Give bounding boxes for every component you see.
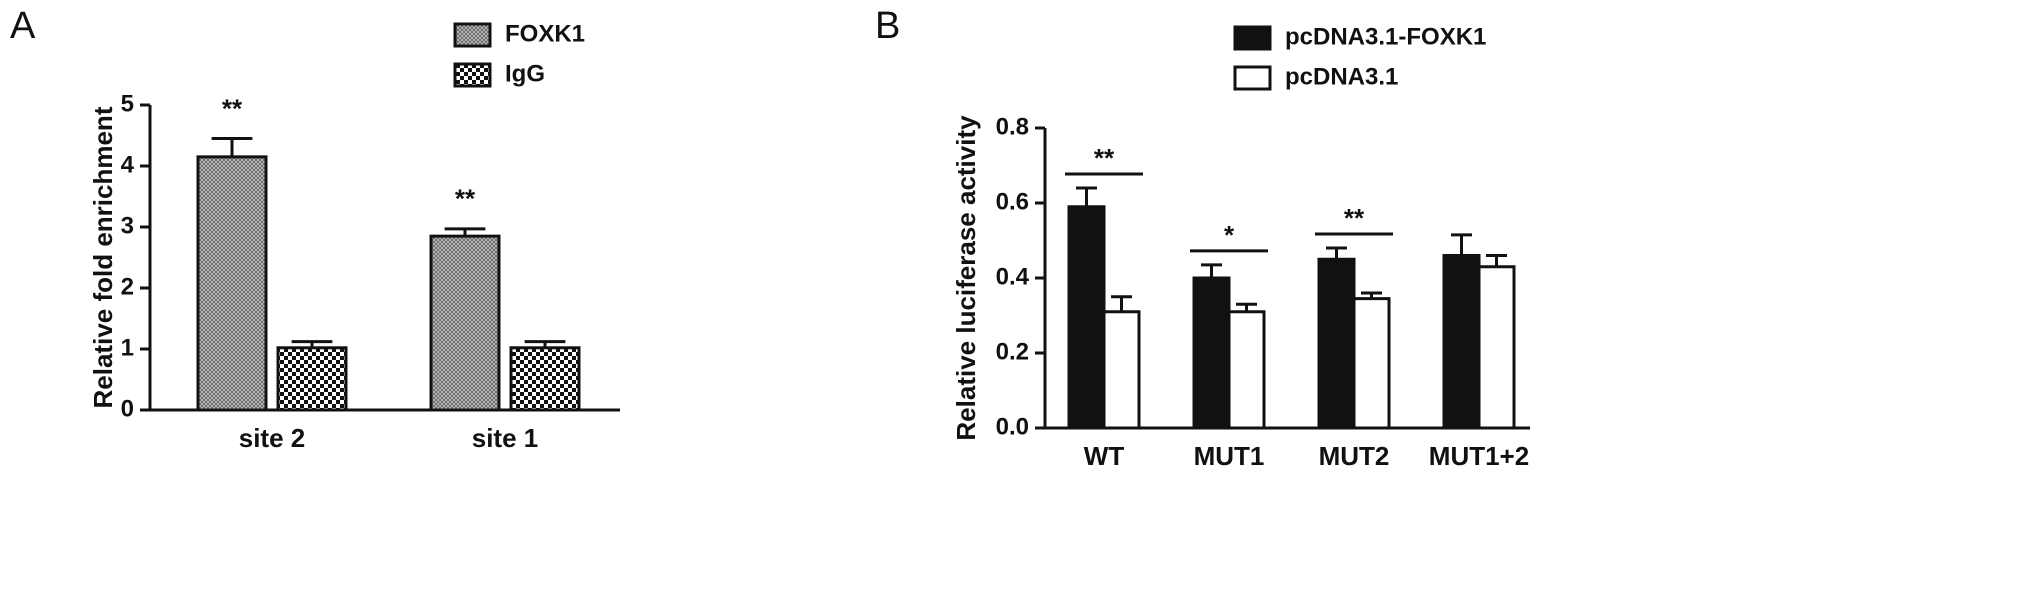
y-tick-label: 0.6: [996, 188, 1029, 215]
y-tick-label: 0.4: [996, 263, 1030, 290]
legend-label: pcDNA3.1-FOXK1: [1285, 23, 1486, 50]
x-tick-label: site 1: [472, 423, 539, 453]
y-tick-label: 3: [121, 212, 134, 239]
x-tick-label: MUT1: [1194, 441, 1265, 471]
panel-label: A: [10, 5, 36, 47]
legend-swatch: [453, 62, 492, 88]
legend-label: IgG: [505, 60, 545, 87]
bar: [429, 234, 501, 412]
legend-swatch: [1233, 65, 1272, 91]
y-tick-label: 5: [121, 90, 134, 117]
y-tick-label: 4: [121, 151, 135, 178]
y-axis-label: Relative fold enrichment: [88, 106, 118, 408]
bar: [1192, 276, 1231, 430]
bar: [196, 155, 268, 412]
significance: **: [222, 93, 243, 123]
bar: [1442, 254, 1481, 430]
legend-label: pcDNA3.1: [1285, 63, 1398, 90]
x-tick-label: MUT1+2: [1429, 441, 1529, 471]
significance: **: [1344, 203, 1365, 233]
bar: [1352, 297, 1391, 430]
y-tick-label: 0.8: [996, 113, 1029, 140]
y-tick-label: 2: [121, 273, 134, 300]
bar: [1477, 265, 1516, 430]
significance: **: [455, 184, 476, 214]
x-tick-label: site 2: [239, 423, 306, 453]
x-tick-label: MUT2: [1319, 441, 1390, 471]
y-axis-label: Relative luciferase activity: [951, 115, 981, 441]
y-tick-label: 0: [121, 395, 134, 422]
y-tick-label: 0.2: [996, 338, 1029, 365]
bar: [509, 346, 581, 412]
x-tick-label: WT: [1084, 441, 1125, 471]
bar: [1317, 257, 1356, 430]
panel-label: B: [875, 5, 900, 47]
bar: [276, 346, 348, 412]
y-tick-label: 0.0: [996, 413, 1029, 440]
legend-swatch: [1233, 25, 1272, 51]
significance: *: [1224, 220, 1235, 250]
legend-swatch: [453, 22, 492, 48]
significance: **: [1094, 143, 1115, 173]
legend-label: FOXK1: [505, 20, 585, 47]
y-tick-label: 1: [121, 334, 134, 361]
bar: [1102, 310, 1141, 430]
bar: [1067, 205, 1106, 430]
bar: [1227, 310, 1266, 430]
